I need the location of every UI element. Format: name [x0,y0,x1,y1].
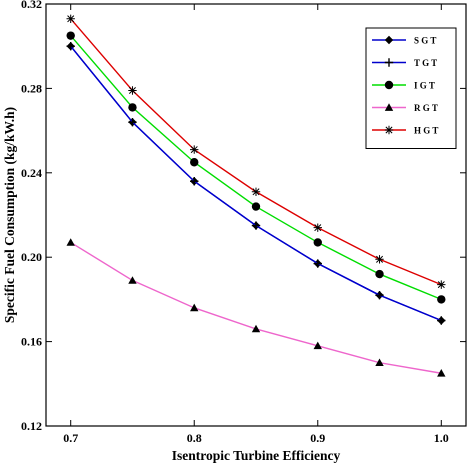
data-point-igt [437,295,446,304]
legend-label-igt: I G T [414,81,435,91]
y-tick-label: 0.20 [21,250,42,264]
data-point-tgt [128,117,137,127]
plot-frame [45,3,467,427]
data-point-hgt [375,255,384,264]
data-point-hgt [313,223,322,232]
data-point-rgt [313,341,322,350]
data-point-igt [251,202,261,211]
data-point-hgt [190,145,199,154]
data-point-hgt [66,14,75,23]
data-point-igt [128,103,137,112]
data-point-igt [375,269,384,279]
x-tick-label: 0.8 [187,431,202,445]
data-point-rgt [66,238,75,246]
series-tgt [66,42,446,325]
legend-marker-tgt [384,58,394,67]
data-point-igt [313,238,322,247]
y-tick-label: 0.12 [21,419,42,433]
series-igt [66,31,446,304]
data-point-rgt [251,324,261,333]
x-tick-label: 1.0 [434,431,449,445]
data-point-tgt [66,42,75,51]
data-point-tgt [313,259,322,268]
data-point-rgt [128,276,137,284]
data-point-tgt [375,290,384,300]
data-point-igt [190,158,199,167]
x-tick-label: 0.9 [310,431,325,445]
data-point-igt [66,31,75,40]
legend-marker-sgt [384,35,394,45]
axis-ticks: 0.7 0.8 0.9 1.0 0.12 0.16 0.20 0.24 0.28 0.32 [21,0,466,445]
series-rgt [66,238,446,377]
legend-label-hgt: H G T [414,126,438,136]
series-hgt [66,14,446,289]
y-tick-label: 0.28 [21,81,42,95]
y-tick-label: 0.16 [21,335,42,349]
data-point-hgt [437,280,446,289]
data-point-tgt [251,221,261,230]
x-axis-title: Isentropic Turbine Efficiency [172,448,341,463]
legend-label-sgt: S G T [414,36,436,46]
data-point-rgt [437,369,446,377]
data-point-rgt [375,358,384,367]
data-point-hgt [128,86,137,95]
legend-label-rgt: R G T [414,103,438,113]
legend-label-tgt: T G T [414,58,437,68]
y-tick-label: 0.24 [21,166,42,180]
series-layer [66,14,446,377]
data-point-rgt [190,303,199,312]
x-tick-label: 0.7 [63,431,78,445]
y-axis-title: Specific Fuel Consumption (kg/kW.h) [2,107,17,323]
legend-box [365,27,457,149]
legend: S G T T G T I G T R G T H G T [365,27,457,149]
legend-marker-rgt [384,103,394,111]
data-point-hgt [251,187,261,196]
data-point-tgt [190,177,199,186]
legend-marker-hgt [384,125,394,135]
data-point-tgt [437,316,446,325]
legend-marker-igt [384,80,394,90]
y-tick-label: 0.32 [21,0,42,11]
